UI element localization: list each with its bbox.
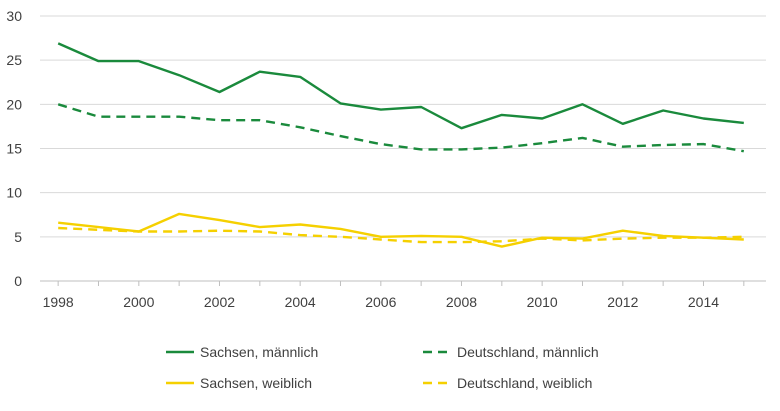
y-tick-label: 25 bbox=[6, 52, 22, 68]
y-tick-label: 10 bbox=[6, 185, 22, 201]
x-tick-label: 2006 bbox=[365, 294, 396, 310]
legend-item-3: Deutschland, weiblich bbox=[423, 375, 592, 391]
x-tick-label: 2014 bbox=[688, 294, 719, 310]
legend-label: Sachsen, männlich bbox=[200, 344, 318, 360]
legend: Sachsen, männlich Deutschland, männlich Sa… bbox=[166, 344, 599, 391]
legend-item-1: Deutschland, männlich bbox=[423, 344, 599, 360]
legend-item-2: Sachsen, weiblich bbox=[166, 375, 312, 391]
x-tick-label: 2002 bbox=[204, 294, 235, 310]
gridlines bbox=[40, 15, 766, 238]
y-axis: 0 5 10 15 20 25 30 bbox=[6, 8, 22, 289]
y-tick-label: 5 bbox=[14, 229, 22, 245]
x-tick-label: 2010 bbox=[527, 294, 558, 310]
series-line-0 bbox=[57, 42, 744, 130]
y-tick-label: 20 bbox=[6, 96, 22, 112]
x-tick-label: 2008 bbox=[446, 294, 477, 310]
series-line-3 bbox=[58, 226, 744, 244]
series-line-2 bbox=[58, 212, 744, 248]
legend-label: Deutschland, männlich bbox=[457, 344, 599, 360]
x-axis: 1998 2000 2002 2004 2006 2008 2010 2012 2014 bbox=[40, 280, 766, 310]
x-tick-label: 2004 bbox=[285, 294, 316, 310]
legend-item-0: Sachsen, männlich bbox=[166, 344, 318, 360]
series-line-1 bbox=[57, 103, 745, 153]
series-lines bbox=[57, 42, 745, 248]
x-tick-label: 2012 bbox=[607, 294, 638, 310]
x-tick-label: 2000 bbox=[123, 294, 154, 310]
y-tick-label: 0 bbox=[14, 273, 22, 289]
y-tick-label: 30 bbox=[6, 8, 22, 24]
y-tick-label: 15 bbox=[6, 141, 22, 157]
x-tick-label: 1998 bbox=[43, 294, 74, 310]
legend-label: Sachsen, weiblich bbox=[200, 375, 312, 391]
legend-label: Deutschland, weiblich bbox=[457, 375, 592, 391]
